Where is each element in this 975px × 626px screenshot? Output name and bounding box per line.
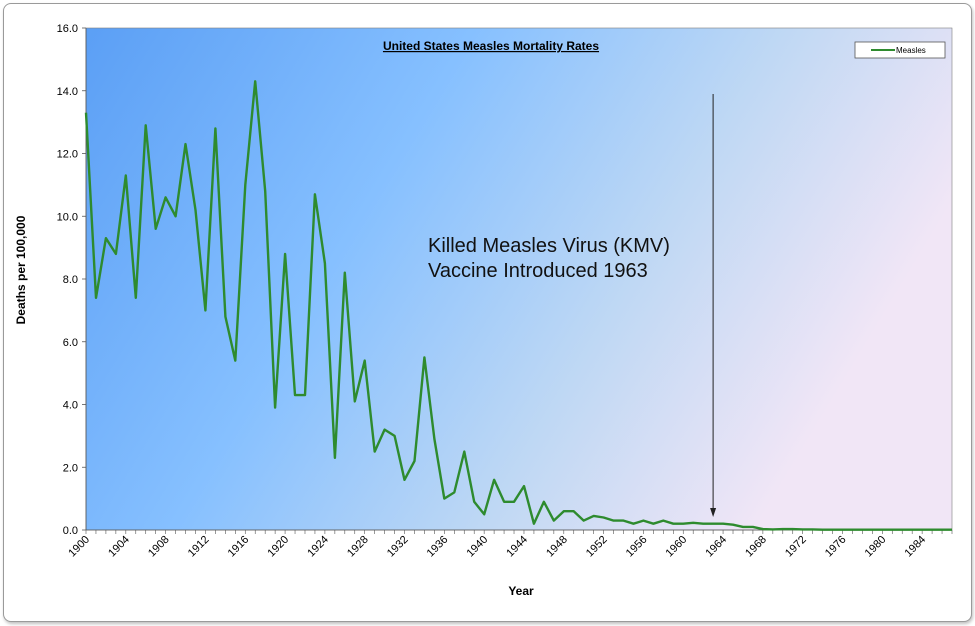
x-axis-title: Year bbox=[508, 584, 534, 598]
y-tick-label: 16.0 bbox=[57, 23, 78, 35]
vaccine-annotation: Killed Measles Virus (KMV) Vaccine Intro… bbox=[428, 94, 717, 517]
x-tick-label: 1908 bbox=[146, 534, 172, 560]
annotation-line-1: Killed Measles Virus (KMV) bbox=[428, 235, 670, 257]
y-tick-label: 2.0 bbox=[63, 462, 78, 474]
series-layer bbox=[84, 80, 952, 531]
y-tick-label: 8.0 bbox=[63, 274, 78, 286]
x-tick-label: 1912 bbox=[186, 534, 212, 560]
y-tick-label: 4.0 bbox=[63, 400, 78, 412]
legend-box bbox=[854, 41, 946, 59]
x-tick-label: 1968 bbox=[743, 534, 769, 560]
x-tick-label: 1936 bbox=[425, 534, 451, 560]
y-tick-label: 12.0 bbox=[57, 149, 78, 161]
x-tick-label: 1904 bbox=[106, 534, 132, 560]
legend-label: Measles bbox=[896, 46, 926, 55]
x-tick-label: 1964 bbox=[703, 534, 729, 560]
x-tick-label: 1976 bbox=[823, 534, 849, 560]
y-tick-label: 14.0 bbox=[57, 86, 78, 98]
chart-title: United States Measles Mortality Rates bbox=[383, 39, 599, 53]
x-tick-label: 1944 bbox=[504, 534, 530, 560]
y-tick-label: 10.0 bbox=[57, 211, 78, 223]
annotation-arrow-head bbox=[710, 508, 717, 517]
series-line-measles bbox=[84, 80, 952, 531]
annotation-line-2: Vaccine Introduced 1963 bbox=[428, 260, 648, 282]
y-axis-title: Deaths per 100,000 bbox=[14, 215, 28, 324]
x-tick-label: 1960 bbox=[664, 534, 690, 560]
plot-area bbox=[85, 27, 953, 531]
x-tick-label: 1940 bbox=[464, 534, 490, 560]
legend: Measles bbox=[854, 41, 946, 59]
y-axis-ticks: 0.0 2.0 4.0 6.0 8.0 10.0 12.0 14.0 16.0 bbox=[57, 23, 86, 537]
x-tick-label: 1952 bbox=[584, 534, 610, 560]
x-tick-label: 1972 bbox=[783, 534, 809, 560]
x-tick-label: 1900 bbox=[66, 534, 92, 560]
x-tick-label: 1948 bbox=[544, 534, 570, 560]
x-axis-ticks: 1900 1904 1908 1912 1916 1920 1924 1928 1932 1936… bbox=[66, 530, 953, 560]
x-tick-label: 1928 bbox=[345, 534, 371, 560]
x-tick-label: 1916 bbox=[226, 534, 252, 560]
x-tick-label: 1984 bbox=[902, 534, 928, 560]
y-tick-label: 0.0 bbox=[63, 525, 78, 537]
x-tick-label: 1956 bbox=[624, 534, 650, 560]
x-tick-label: 1920 bbox=[265, 534, 291, 560]
x-tick-label: 1932 bbox=[385, 534, 411, 560]
x-tick-label: 1924 bbox=[305, 534, 331, 560]
y-tick-label: 6.0 bbox=[63, 337, 78, 349]
x-tick-label: 1980 bbox=[863, 534, 889, 560]
